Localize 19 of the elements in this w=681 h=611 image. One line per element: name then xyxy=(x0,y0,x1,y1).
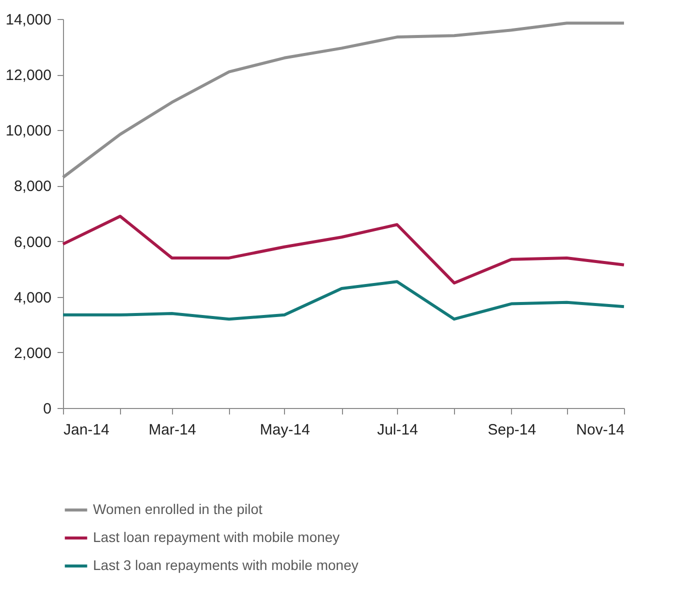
x-tick-label: Nov-14 xyxy=(576,422,624,438)
y-tick-label: 12,000 xyxy=(6,67,52,84)
y-tick-label: 2,000 xyxy=(14,344,52,362)
y-tick-label: 10,000 xyxy=(6,122,52,140)
y-tick-label: 0 xyxy=(43,400,52,418)
x-tick-label: Jan-14 xyxy=(64,422,110,438)
y-tick-label: 14,000 xyxy=(6,12,52,28)
y-tick-label: 6,000 xyxy=(14,234,52,251)
line-series xyxy=(62,214,626,284)
legend-label: Last 3 loan repayments with mobile money xyxy=(93,557,358,573)
legend-label: Last loan repayment with mobile money xyxy=(93,529,340,545)
x-tick-label: Sep-14 xyxy=(488,422,536,438)
y-tick-label: 4,000 xyxy=(14,289,52,306)
x-tick-label: Mar-14 xyxy=(148,422,196,438)
x-tick-label: Jul-14 xyxy=(377,422,418,438)
x-tick-label: May-14 xyxy=(260,422,310,438)
line-series xyxy=(62,280,626,321)
y-tick-label: 8,000 xyxy=(14,178,52,196)
legend-label: Women enrolled in the pilot xyxy=(93,501,263,517)
